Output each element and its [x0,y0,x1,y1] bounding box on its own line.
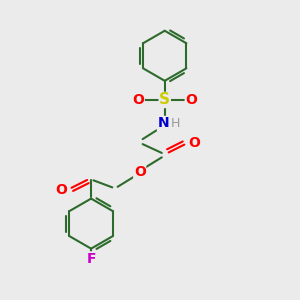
Text: H: H [171,117,181,130]
Text: O: O [185,93,197,107]
Text: O: O [134,165,146,179]
Text: F: F [86,252,96,266]
Text: O: O [188,136,200,150]
Text: N: N [158,116,169,130]
Text: O: O [132,93,144,107]
Text: S: S [159,92,170,107]
Text: O: O [56,183,68,197]
